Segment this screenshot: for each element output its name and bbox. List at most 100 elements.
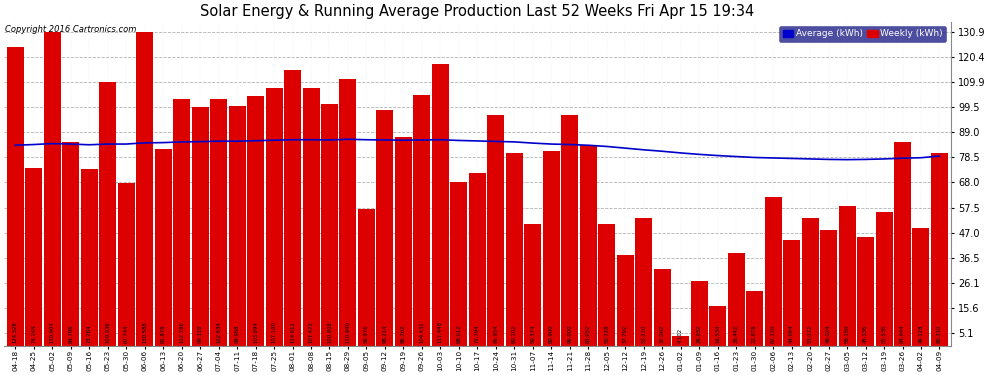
- Bar: [450, 182, 467, 345]
- Text: 50.574: 50.574: [531, 325, 536, 343]
- Bar: [81, 168, 98, 345]
- Bar: [653, 268, 670, 345]
- Text: 95.954: 95.954: [493, 325, 498, 343]
- Bar: [210, 99, 227, 345]
- Bar: [672, 336, 689, 345]
- Text: 109.936: 109.936: [105, 321, 110, 343]
- Bar: [321, 104, 338, 345]
- Text: 80.102: 80.102: [512, 325, 517, 343]
- Text: 55.536: 55.536: [881, 325, 886, 343]
- Bar: [894, 142, 911, 345]
- Text: 32.062: 32.062: [659, 325, 664, 343]
- Bar: [284, 70, 301, 345]
- Bar: [561, 115, 578, 345]
- Bar: [764, 196, 782, 345]
- Text: 102.786: 102.786: [179, 321, 184, 343]
- Bar: [173, 99, 190, 345]
- Bar: [414, 95, 431, 345]
- Text: 53.072: 53.072: [808, 325, 813, 343]
- Text: 67.744: 67.744: [124, 325, 129, 343]
- Text: 130.904: 130.904: [50, 321, 54, 343]
- Text: 73.784: 73.784: [87, 325, 92, 343]
- Bar: [358, 209, 375, 345]
- Text: Copyright 2016 Cartronics.com: Copyright 2016 Cartronics.com: [5, 25, 137, 34]
- Bar: [691, 281, 708, 345]
- Bar: [543, 152, 559, 345]
- Bar: [839, 206, 855, 345]
- Text: 103.894: 103.894: [253, 321, 258, 343]
- Text: 80.310: 80.310: [937, 325, 941, 343]
- Title: Solar Energy & Running Average Production Last 52 Weeks Fri Apr 15 19:34: Solar Energy & Running Average Productio…: [200, 4, 754, 19]
- Bar: [154, 149, 171, 345]
- Bar: [931, 153, 948, 345]
- Bar: [636, 218, 652, 345]
- Text: 99.318: 99.318: [198, 325, 203, 343]
- Text: 4.102: 4.102: [678, 328, 683, 343]
- Bar: [248, 96, 264, 345]
- Bar: [62, 142, 79, 345]
- Text: 49.128: 49.128: [919, 325, 924, 343]
- Bar: [99, 82, 116, 345]
- Text: 45.136: 45.136: [863, 325, 868, 343]
- Bar: [118, 183, 135, 345]
- Text: 50.728: 50.728: [604, 325, 609, 343]
- Bar: [598, 224, 615, 345]
- Text: 58.150: 58.150: [844, 325, 849, 343]
- Text: 48.024: 48.024: [826, 325, 831, 343]
- Text: 107.190: 107.190: [271, 321, 276, 343]
- Text: 83.652: 83.652: [586, 325, 591, 343]
- Text: 71.794: 71.794: [475, 325, 480, 343]
- Bar: [783, 240, 800, 345]
- Text: 62.120: 62.120: [770, 325, 775, 343]
- Bar: [506, 153, 523, 345]
- Bar: [469, 173, 486, 345]
- Text: 86.762: 86.762: [401, 325, 406, 343]
- Text: 37.792: 37.792: [623, 325, 628, 343]
- Bar: [617, 255, 634, 345]
- Bar: [265, 88, 282, 345]
- Text: 74.144: 74.144: [32, 325, 37, 343]
- Bar: [525, 224, 542, 345]
- Text: 96.000: 96.000: [567, 325, 572, 343]
- Bar: [487, 116, 504, 345]
- Text: 68.012: 68.012: [456, 325, 461, 343]
- Bar: [746, 291, 763, 345]
- Text: 26.932: 26.932: [697, 325, 702, 343]
- Bar: [340, 80, 356, 345]
- Bar: [802, 218, 819, 345]
- Bar: [913, 228, 930, 345]
- Text: 22.878: 22.878: [752, 325, 757, 343]
- Text: 104.432: 104.432: [420, 321, 425, 343]
- Bar: [857, 237, 874, 345]
- Bar: [875, 212, 893, 345]
- Text: 100.808: 100.808: [327, 321, 332, 343]
- Text: 110.940: 110.940: [346, 321, 350, 343]
- Text: 80.900: 80.900: [548, 325, 553, 343]
- Bar: [728, 254, 744, 345]
- Text: 98.214: 98.214: [382, 325, 387, 343]
- Text: 130.588: 130.588: [143, 321, 148, 343]
- Bar: [820, 230, 838, 345]
- Text: 102.634: 102.634: [216, 321, 221, 343]
- Bar: [376, 110, 393, 345]
- Bar: [7, 47, 24, 345]
- Text: 84.796: 84.796: [68, 325, 73, 343]
- Text: 16.534: 16.534: [715, 325, 720, 343]
- Text: 84.944: 84.944: [900, 325, 905, 343]
- Bar: [229, 106, 246, 345]
- Text: 38.442: 38.442: [734, 325, 739, 343]
- Bar: [25, 168, 43, 345]
- Legend: Average (kWh), Weekly (kWh): Average (kWh), Weekly (kWh): [779, 26, 946, 42]
- Text: 56.976: 56.976: [364, 325, 369, 343]
- Text: 124.328: 124.328: [13, 321, 18, 343]
- Text: 99.968: 99.968: [235, 325, 240, 343]
- Text: 117.448: 117.448: [438, 321, 443, 343]
- Bar: [303, 88, 320, 345]
- Bar: [395, 137, 412, 345]
- Bar: [44, 32, 60, 345]
- Text: 44.064: 44.064: [789, 325, 794, 343]
- Text: 114.912: 114.912: [290, 321, 295, 343]
- Text: 107.472: 107.472: [309, 321, 314, 343]
- Bar: [432, 64, 448, 345]
- Text: 53.210: 53.210: [642, 325, 646, 343]
